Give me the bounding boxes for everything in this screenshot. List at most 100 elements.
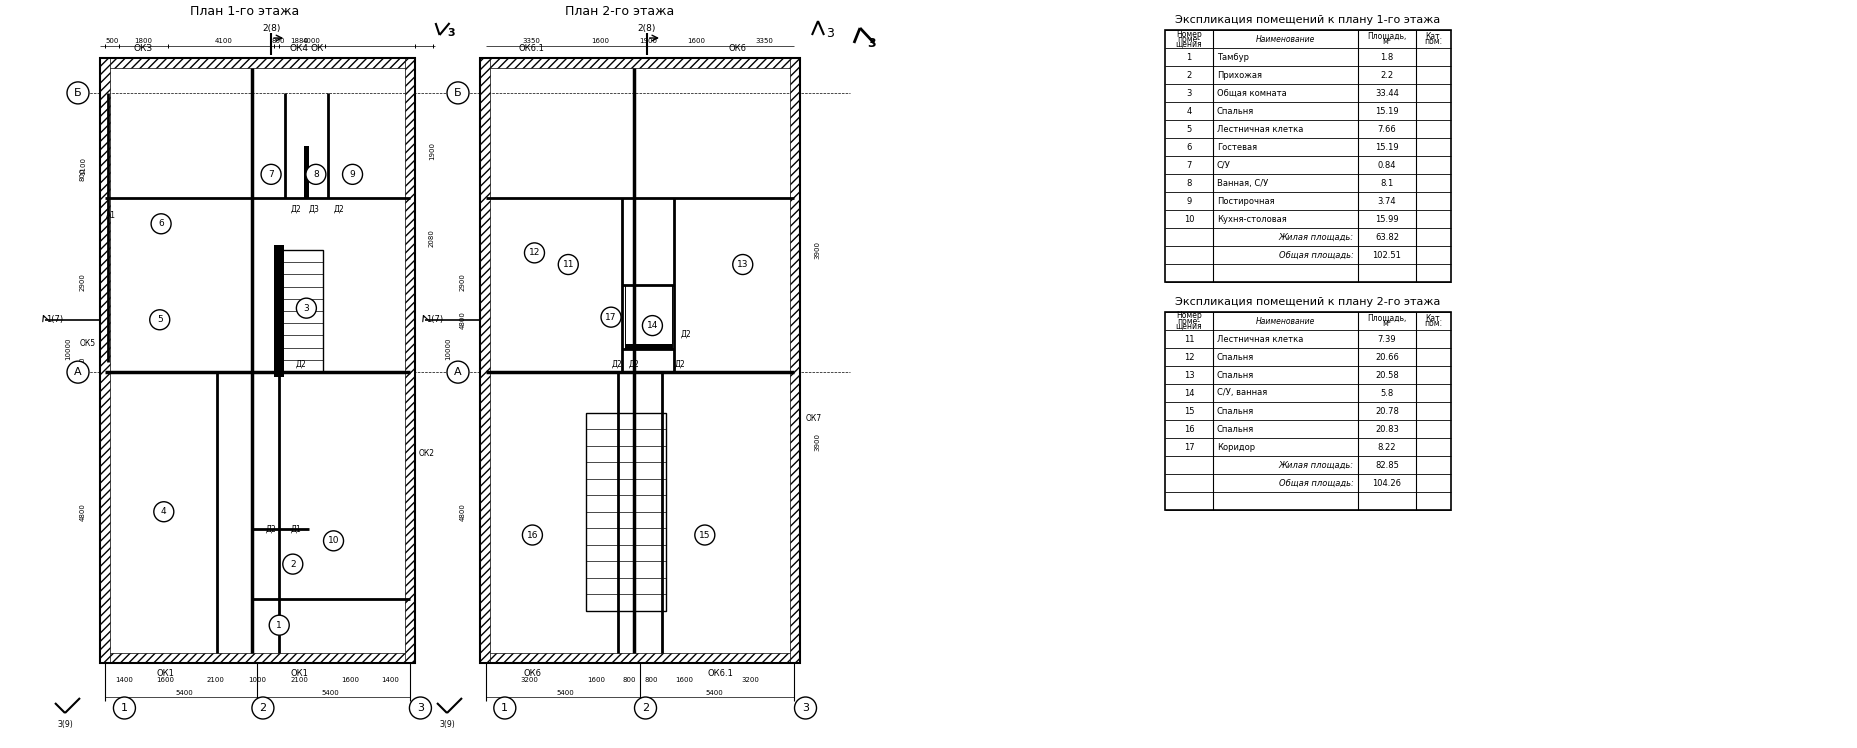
- Bar: [1164, 312, 1450, 510]
- Text: 15: 15: [1183, 406, 1194, 415]
- Text: 5400: 5400: [175, 690, 193, 696]
- Text: Д3: Д3: [308, 205, 319, 214]
- Circle shape: [282, 554, 303, 574]
- Text: Лестничная клетка: Лестничная клетка: [1216, 334, 1302, 343]
- Text: 9: 9: [349, 170, 355, 179]
- Text: 2100: 2100: [290, 677, 308, 683]
- Text: 1: 1: [501, 703, 509, 713]
- Text: Коридор: Коридор: [1216, 443, 1255, 452]
- Text: 17: 17: [1183, 443, 1194, 452]
- Text: ОК7: ОК7: [806, 414, 821, 423]
- Text: 3: 3: [867, 37, 877, 49]
- Text: 104.26: 104.26: [1372, 479, 1400, 488]
- Circle shape: [600, 307, 620, 327]
- Text: 6: 6: [1185, 143, 1190, 152]
- Text: А: А: [74, 367, 82, 377]
- Circle shape: [150, 214, 171, 234]
- Circle shape: [643, 316, 663, 336]
- Text: 1: 1: [1187, 52, 1190, 61]
- Text: Общая площадь:: Общая площадь:: [1278, 251, 1354, 260]
- Text: Кат.: Кат.: [1424, 314, 1441, 323]
- Text: Тамбур: Тамбур: [1216, 52, 1248, 61]
- Circle shape: [448, 361, 468, 383]
- Text: 1600: 1600: [587, 677, 605, 683]
- Text: 14: 14: [1183, 388, 1194, 397]
- Bar: [1164, 30, 1450, 282]
- Text: 5.8: 5.8: [1380, 388, 1393, 397]
- Text: ОК6.1: ОК6.1: [708, 669, 732, 678]
- Text: 2(8): 2(8): [262, 23, 280, 32]
- Text: 3: 3: [303, 304, 308, 313]
- Text: 2: 2: [1187, 70, 1190, 79]
- Bar: [479, 58, 490, 663]
- Text: 14: 14: [646, 321, 657, 330]
- Bar: [279, 250, 323, 373]
- Text: А1: А1: [106, 211, 115, 220]
- Text: 2900: 2900: [80, 273, 85, 291]
- Text: 3: 3: [416, 703, 423, 713]
- Text: 4800: 4800: [461, 311, 466, 328]
- Text: 20.78: 20.78: [1374, 406, 1398, 415]
- Circle shape: [323, 531, 344, 551]
- Text: 3900: 3900: [813, 241, 819, 259]
- Text: 800: 800: [622, 677, 635, 683]
- Text: м²: м²: [1382, 319, 1391, 328]
- Text: 500: 500: [106, 38, 119, 44]
- Text: 1.8: 1.8: [1380, 52, 1393, 61]
- Circle shape: [269, 615, 290, 635]
- Circle shape: [494, 697, 516, 719]
- Bar: [303, 146, 308, 197]
- Bar: [100, 58, 414, 663]
- Text: 4: 4: [162, 507, 167, 516]
- Text: 11: 11: [1183, 334, 1194, 343]
- Text: Д2: Д2: [680, 330, 691, 339]
- Text: 2080: 2080: [429, 230, 435, 248]
- Text: 6: 6: [158, 219, 163, 228]
- Text: 2900: 2900: [461, 273, 466, 291]
- Circle shape: [409, 697, 431, 719]
- Text: 13: 13: [1183, 370, 1194, 379]
- Bar: [100, 58, 110, 663]
- Text: Общая комната: Общая комната: [1216, 88, 1287, 97]
- Bar: [479, 58, 800, 663]
- Circle shape: [297, 298, 316, 318]
- Text: 1400: 1400: [115, 677, 134, 683]
- Text: 2100: 2100: [206, 677, 225, 683]
- Circle shape: [150, 310, 169, 330]
- Text: поме-: поме-: [1177, 34, 1200, 43]
- Bar: [100, 653, 414, 663]
- Text: 20.66: 20.66: [1374, 352, 1398, 361]
- Text: 1600: 1600: [591, 38, 609, 44]
- Text: ОК6.1: ОК6.1: [518, 43, 544, 52]
- Text: 3: 3: [802, 703, 808, 713]
- Text: пом.: пом.: [1424, 319, 1441, 328]
- Text: 12: 12: [529, 248, 540, 257]
- Text: 1600: 1600: [687, 38, 706, 44]
- Text: 9: 9: [1187, 197, 1190, 206]
- Text: 800: 800: [80, 168, 85, 181]
- Text: Жилая площадь:: Жилая площадь:: [1278, 233, 1354, 242]
- Text: 3: 3: [448, 28, 455, 38]
- Text: А: А: [453, 367, 462, 377]
- Circle shape: [448, 82, 468, 104]
- Text: 10: 10: [1183, 215, 1194, 224]
- Circle shape: [67, 361, 89, 383]
- Text: Спальня: Спальня: [1216, 352, 1253, 361]
- Bar: [624, 344, 672, 349]
- Text: щения: щения: [1175, 322, 1201, 331]
- Text: 17: 17: [605, 313, 617, 322]
- Bar: [100, 58, 414, 68]
- Text: Спальня: Спальня: [1216, 370, 1253, 379]
- Text: Общая площадь:: Общая площадь:: [1278, 479, 1354, 488]
- Text: ОК5: ОК5: [80, 339, 97, 348]
- Text: 3: 3: [826, 26, 834, 40]
- Text: Жилая площадь:: Жилая площадь:: [1278, 461, 1354, 470]
- Text: План 2-го этажа: План 2-го этажа: [565, 4, 674, 17]
- Bar: [789, 58, 800, 663]
- Text: Прихожая: Прихожая: [1216, 70, 1261, 79]
- Text: 2: 2: [260, 703, 266, 713]
- Text: 4100: 4100: [215, 38, 232, 44]
- Text: ОКЗ: ОКЗ: [134, 43, 152, 52]
- Circle shape: [113, 697, 136, 719]
- Text: 5400: 5400: [557, 690, 574, 696]
